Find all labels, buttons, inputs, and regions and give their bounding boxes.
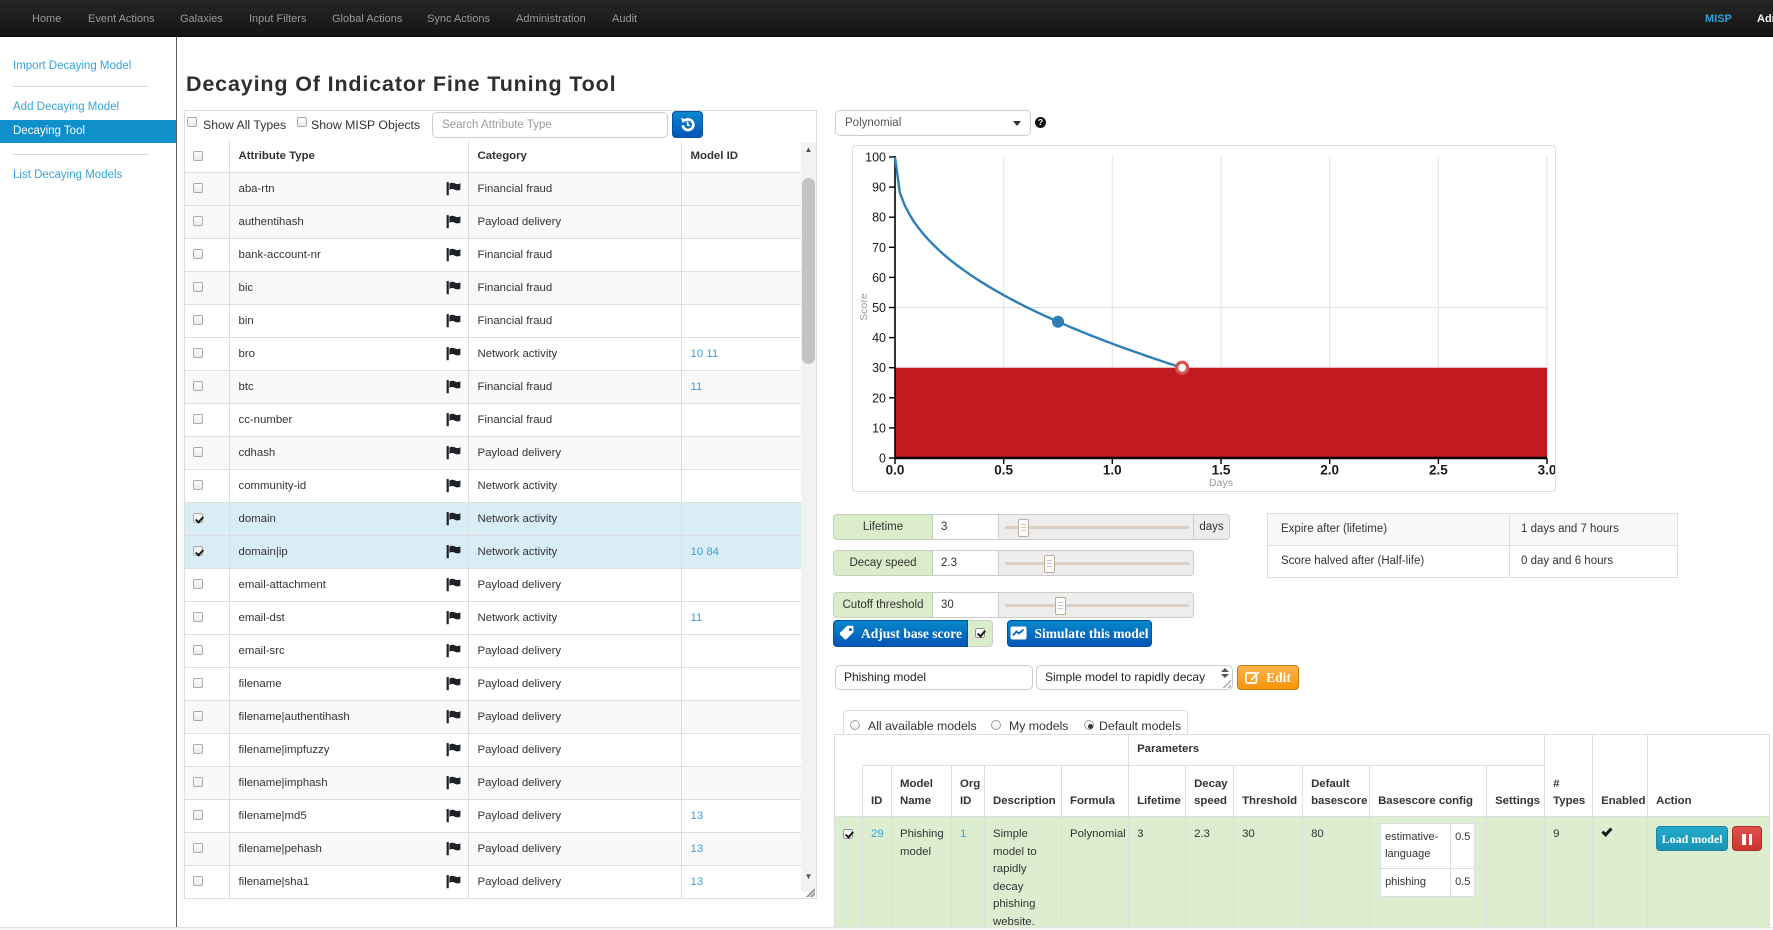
svg-text:30: 30 <box>872 361 886 375</box>
svg-text:0: 0 <box>879 452 886 466</box>
svg-text:60: 60 <box>872 271 886 285</box>
svg-text:50: 50 <box>872 301 886 315</box>
svg-text:2.5: 2.5 <box>1429 463 1448 478</box>
svg-text:Score: Score <box>858 293 870 321</box>
svg-text:40: 40 <box>872 331 886 345</box>
svg-text:100: 100 <box>865 151 886 165</box>
svg-text:0.0: 0.0 <box>886 463 905 478</box>
svg-text:Days: Days <box>1209 477 1233 489</box>
svg-text:1.5: 1.5 <box>1212 463 1231 478</box>
svg-text:20: 20 <box>872 391 886 405</box>
svg-text:2.0: 2.0 <box>1320 463 1339 478</box>
svg-text:70: 70 <box>872 241 886 255</box>
svg-text:1.0: 1.0 <box>1103 463 1122 478</box>
svg-text:80: 80 <box>872 211 886 225</box>
svg-text:10: 10 <box>872 421 886 435</box>
svg-text:3.0: 3.0 <box>1538 463 1555 478</box>
svg-text:90: 90 <box>872 181 886 195</box>
svg-text:0.5: 0.5 <box>994 463 1013 478</box>
